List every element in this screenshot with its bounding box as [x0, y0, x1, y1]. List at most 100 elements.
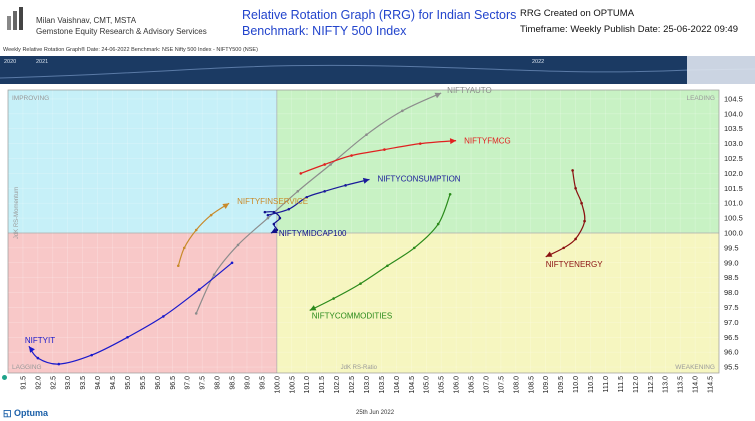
quadrant-leading — [276, 90, 719, 233]
y-tick-label: 99.5 — [724, 243, 739, 252]
x-tick-label: 113.0 — [663, 376, 670, 393]
series-point — [350, 154, 353, 157]
quadrant-improving — [8, 90, 277, 233]
x-tick-label: 102.0 — [334, 376, 341, 394]
label-weakening: WEAKENING — [675, 364, 715, 371]
series-niftyauto: NIFTYAUTO — [194, 86, 492, 315]
author-block: Milan Vaishnav, CMT, MSTA Gemstone Equit… — [36, 15, 207, 37]
series-point — [263, 210, 267, 214]
author-logo-icon — [4, 6, 26, 32]
x-tick-label: 108.5 — [528, 376, 535, 394]
series-tail — [300, 140, 457, 174]
label-lagging: LAGGING — [12, 364, 42, 371]
x-tick-label: 96.0 — [155, 376, 162, 390]
x-tick-label: 110.0 — [573, 376, 580, 393]
series-head-arrow-icon — [362, 177, 370, 184]
y-tick-label: 97.0 — [724, 318, 739, 327]
series-point — [212, 273, 216, 276]
series-label: NIFTYCOMMODITIES — [312, 311, 392, 320]
rrg-chart[interactable]: 2020 2021 2022 IMPROVING LEADING LAGGING WEAKE… — [0, 56, 755, 408]
series-niftyfmcg: NIFTYFMCG — [299, 137, 511, 175]
series-head-arrow-icon — [222, 203, 230, 209]
x-tick-label: 97.0 — [185, 376, 192, 390]
x-tick-label: 92.0 — [35, 376, 42, 390]
series-point — [278, 216, 282, 220]
series-point — [412, 246, 416, 250]
series-point — [209, 213, 213, 217]
y-tick-label: 96.5 — [724, 333, 739, 342]
timeline-label: 2021 — [36, 59, 48, 65]
quadrant-lagging — [8, 232, 277, 373]
x-tick-label: 98.0 — [215, 376, 222, 390]
series-label: NIFTYENERGY — [546, 260, 604, 269]
timeline-band — [0, 56, 755, 84]
series-point — [386, 264, 389, 268]
y-tick-label: 98.0 — [724, 288, 739, 297]
x-tick-label: 100.0 — [274, 376, 281, 394]
series-point — [299, 172, 303, 175]
series-niftyconsumption: NIFTYCONSUMPTION — [266, 174, 461, 217]
y-tick-label: 99.0 — [724, 258, 739, 267]
x-tick-label: 99.0 — [244, 376, 251, 390]
series-point — [305, 195, 309, 199]
series-point — [344, 184, 347, 187]
series-point — [359, 282, 362, 285]
x-tick-label: 109.5 — [558, 376, 565, 394]
author-firm: Gemstone Equity Research & Advisory Serv… — [36, 27, 207, 36]
series-point — [176, 264, 180, 268]
series-point — [574, 237, 577, 241]
optuma-logo-icon: ◱ — [3, 408, 12, 418]
series-point — [448, 192, 452, 196]
x-tick-label: 97.5 — [200, 376, 207, 390]
x-tick-label: 101.5 — [319, 376, 326, 394]
status-dot-icon — [2, 375, 7, 380]
series-point — [194, 312, 198, 315]
x-axis-title: JdK RS-Ratio — [341, 365, 378, 371]
x-tick-label: 103.0 — [364, 376, 371, 394]
series-point — [162, 315, 165, 318]
x-tick-label: 114.5 — [708, 376, 715, 393]
x-tick-label: 98.5 — [230, 376, 237, 390]
series-label: NIFTYCONSUMPTION — [377, 174, 460, 183]
label-improving: IMPROVING — [12, 95, 49, 102]
x-tick-label: 96.5 — [170, 376, 177, 390]
optuma-logo-text: Optuma — [14, 408, 49, 418]
x-tick-label: 101.0 — [304, 376, 311, 394]
x-tick-label: 113.5 — [678, 376, 685, 393]
series-point — [418, 142, 422, 145]
series-head-arrow-icon — [449, 138, 457, 145]
series-point — [230, 261, 234, 265]
y-tick-label: 100.0 — [724, 228, 743, 237]
series-label: NIFTYFINSERVICE — [237, 197, 308, 206]
series-label: NIFTYAUTO — [447, 86, 492, 95]
created-label: RRG Created on OPTUMA — [520, 8, 635, 19]
y-tick-label: 102.5 — [724, 154, 743, 163]
series-head-arrow-icon — [270, 227, 278, 233]
y-tick-label: 98.5 — [724, 273, 739, 282]
y-tick-label: 101.5 — [724, 184, 743, 193]
y-tick-label: 96.0 — [724, 348, 739, 357]
title-line-1: Relative Rotation Graph (RRG) for Indian… — [242, 8, 517, 22]
x-tick-label: 105.5 — [439, 376, 446, 394]
y-axis-title: JdK RS-Momentum — [14, 187, 20, 239]
chart-subinfo: Weekly Relative Rotation Graph® Date: 24… — [3, 47, 258, 53]
series-niftymidcap100: NIFTYMIDCAP100 — [263, 210, 347, 238]
series-point — [194, 228, 198, 232]
series-point — [323, 163, 326, 166]
y-tick-label: 103.0 — [724, 139, 743, 148]
y-tick-label: 97.5 — [724, 303, 739, 312]
x-tick-label: 106.0 — [454, 376, 461, 394]
series-point — [571, 169, 574, 172]
x-tick-label: 104.0 — [394, 376, 401, 394]
x-tick-label: 102.5 — [349, 376, 356, 394]
series-point — [36, 356, 40, 360]
x-tick-label: 108.0 — [513, 376, 520, 394]
x-tick-label: 112.5 — [648, 376, 655, 393]
page-title: Relative Rotation Graph (RRG) for Indian… — [242, 7, 516, 39]
x-tick-label: 111.5 — [618, 376, 625, 393]
series-point — [272, 222, 276, 226]
y-tick-label: 103.5 — [724, 124, 743, 133]
x-tick-label: 92.5 — [50, 376, 57, 390]
series-niftycommodities: NIFTYCOMMODITIES — [309, 192, 452, 320]
series-point — [436, 222, 440, 226]
